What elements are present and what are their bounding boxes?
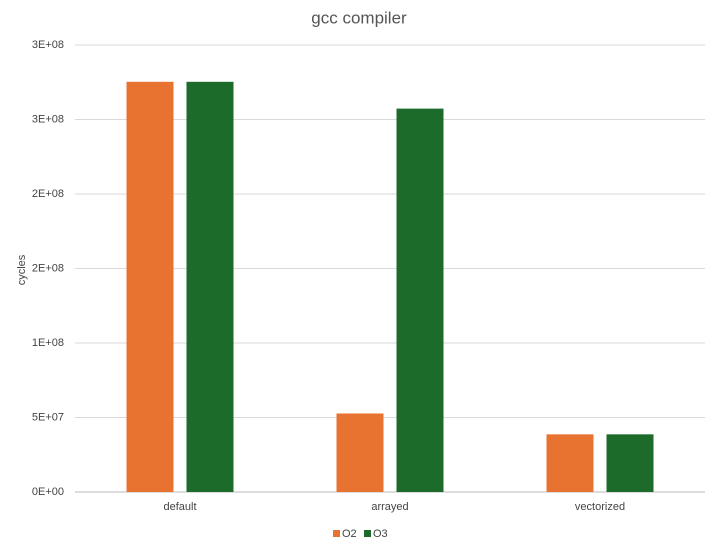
y-tick-label: 0E+00	[32, 486, 64, 498]
chart-title: gcc compiler	[311, 8, 407, 27]
bar	[186, 81, 234, 492]
y-axis-label: cycles	[16, 254, 28, 285]
y-tick-label: 3E+08	[32, 39, 64, 51]
legend-swatch	[364, 530, 371, 537]
bar	[606, 434, 654, 492]
y-tick-label: 5E+07	[32, 411, 64, 423]
x-tick-label: default	[163, 501, 196, 513]
y-tick-label: 1E+08	[32, 337, 64, 349]
y-tick-label: 2E+08	[32, 188, 64, 200]
x-tick-label: arrayed	[371, 501, 408, 513]
bar	[546, 434, 594, 492]
bar	[396, 108, 444, 493]
y-tick-label: 3E+08	[32, 113, 64, 125]
y-tick-label: 2E+08	[32, 262, 64, 274]
x-tick-label: vectorized	[575, 501, 625, 513]
legend-label: O2	[342, 528, 357, 540]
bar	[336, 413, 384, 492]
bar	[126, 81, 174, 492]
legend-swatch	[333, 530, 340, 537]
legend-label: O3	[373, 528, 388, 540]
